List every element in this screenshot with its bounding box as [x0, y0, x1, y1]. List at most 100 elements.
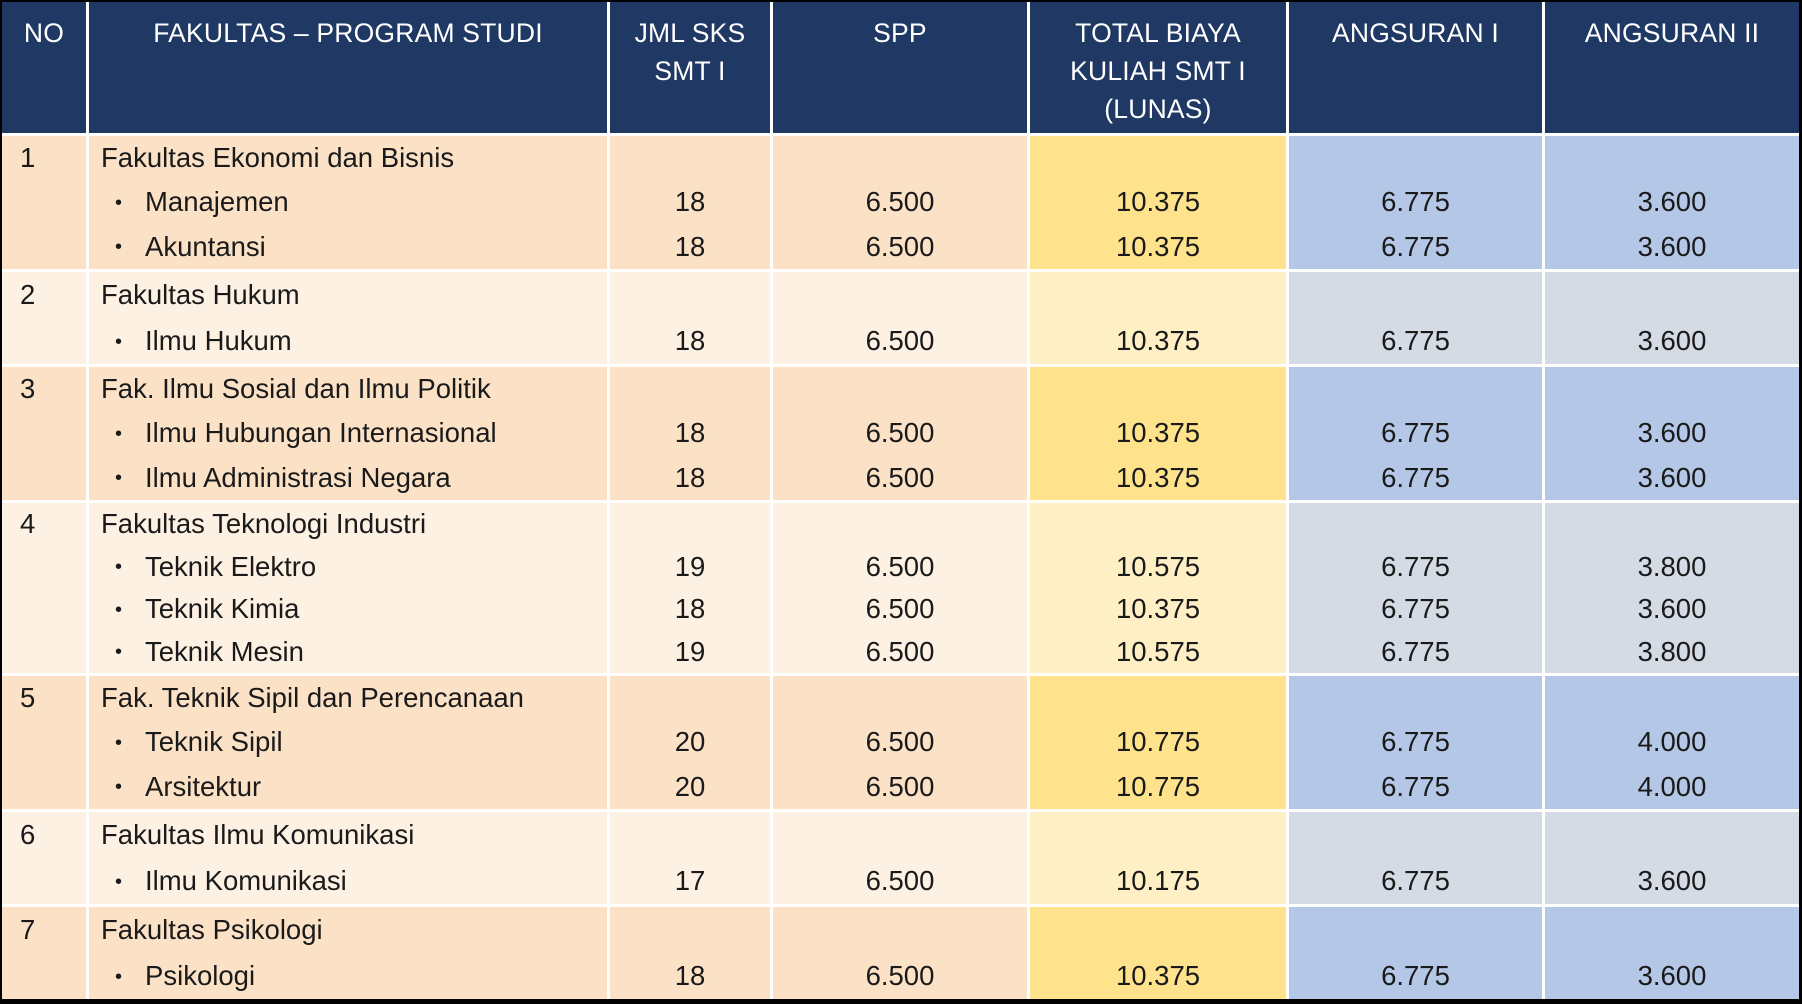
empty-line [1289, 136, 1542, 180]
angsuran1-cell: 6.775 [1289, 907, 1542, 999]
total-value: 10.375 [1115, 593, 1201, 625]
faculty-row: 5 Fak. Teknik Sipil dan Perencanaan • Tekni… [2, 676, 1799, 809]
bullet-icon: • [115, 236, 123, 259]
spp-cell: 6.500 6.500 6.500 [773, 503, 1027, 673]
empty-line [610, 367, 770, 411]
angsuran2-value: 4.000 [1637, 770, 1707, 802]
sks-value: 20 [674, 770, 706, 802]
spp-cell: 6.500 6.500 [773, 136, 1027, 269]
angsuran1-value: 6.775 [1381, 865, 1450, 896]
empty-line [1545, 272, 1799, 318]
empty-line [773, 272, 1027, 318]
spp-value: 6.500 [865, 770, 935, 802]
total-value: 10.775 [1115, 726, 1201, 758]
total-cell: 10.375 [1030, 907, 1286, 999]
empty-line [773, 367, 1027, 411]
angsuran1-value: 6.775 [1381, 417, 1450, 449]
program-item: • Teknik Sipil [89, 720, 607, 764]
faculty-cell: Fak. Ilmu Sosial dan Ilmu Politik • Ilmu H… [89, 367, 607, 500]
total-cell: 10.375 10.375 [1030, 136, 1286, 269]
empty-line [1289, 272, 1542, 318]
column-header-a1: ANGSURAN I [1289, 2, 1542, 133]
no-cell: 7 [2, 907, 86, 999]
empty-line [1289, 676, 1542, 720]
column-header-text: SPP [873, 18, 927, 48]
angsuran1-cell: 6.775 6.775 6.775 [1289, 503, 1542, 673]
angsuran2-value: 3.800 [1637, 550, 1707, 582]
sks-value: 18 [674, 325, 706, 356]
program-name: Akuntansi [145, 230, 266, 262]
total-cell: 10.775 10.775 [1030, 676, 1286, 809]
faculty-cell: Fakultas Hukum • Ilmu Hukum [89, 272, 607, 364]
column-header-text: SMT I [654, 56, 726, 86]
angsuran1-value: 6.775 [1381, 325, 1450, 356]
total-cell: 10.375 10.375 [1030, 367, 1286, 500]
empty-line [610, 136, 770, 180]
sks-value: 18 [674, 186, 706, 218]
angsuran2-cell: 3.600 [1545, 907, 1799, 999]
empty-line [610, 812, 770, 858]
row-number: 6 [20, 819, 36, 850]
angsuran2-value: 3.600 [1637, 865, 1707, 896]
sks-value: 18 [674, 461, 706, 493]
column-header-text: KULIAH SMT I [1070, 56, 1246, 86]
program-name: Teknik Kimia [145, 593, 300, 625]
angsuran2-value: 3.600 [1637, 417, 1707, 449]
no-cell: 5 [2, 676, 86, 809]
empty-line [610, 907, 770, 953]
bullet-icon: • [115, 641, 123, 664]
program-name: Manajemen [145, 186, 289, 218]
program-item: • Manajemen [89, 180, 607, 224]
angsuran1-value: 6.775 [1381, 461, 1450, 493]
angsuran1-value: 6.775 [1381, 593, 1450, 625]
total-cell: 10.575 10.375 10.575 [1030, 503, 1286, 673]
bullet-icon: • [115, 870, 123, 893]
row-number: 7 [20, 914, 36, 945]
angsuran2-cell: 4.000 4.000 [1545, 676, 1799, 809]
empty-line [1030, 136, 1286, 180]
angsuran2-cell: 3.600 3.600 [1545, 136, 1799, 269]
empty-line [773, 907, 1027, 953]
sks-value: 18 [674, 230, 706, 262]
faculty-row: 6 Fakultas Ilmu Komunikasi • Ilmu Komunikas… [2, 812, 1799, 904]
angsuran2-value: 3.600 [1637, 960, 1707, 991]
angsuran1-cell: 6.775 6.775 [1289, 136, 1542, 269]
faculty-row: 4 Fakultas Teknologi Industri • Teknik Elek… [2, 503, 1799, 673]
empty-line [773, 503, 1027, 546]
total-cell: 10.375 [1030, 272, 1286, 364]
row-number: 4 [20, 508, 36, 540]
angsuran2-cell: 3.800 3.600 3.800 [1545, 503, 1799, 673]
faculty-name: Fakultas Hukum [101, 279, 300, 310]
angsuran1-value: 6.775 [1381, 230, 1450, 262]
angsuran2-value: 3.800 [1637, 635, 1707, 667]
spp-value: 6.500 [865, 186, 935, 218]
bullet-icon: • [115, 330, 123, 353]
program-name: Arsitektur [145, 770, 262, 802]
column-header-text: ANGSURAN II [1584, 18, 1760, 48]
sks-value: 19 [674, 635, 706, 667]
angsuran1-value: 6.775 [1381, 726, 1450, 758]
faculty-cell: Fakultas Ilmu Komunikasi • Ilmu Komunikasi [89, 812, 607, 904]
faculty-name: Fakultas Psikologi [101, 914, 323, 945]
program-item: • Teknik Mesin [89, 631, 607, 674]
faculty-cell: Fakultas Ekonomi dan Bisnis • Manajemen • Ak… [89, 136, 607, 269]
column-header-no: NO [2, 2, 86, 133]
faculty-row: 3 Fak. Ilmu Sosial dan Ilmu Politik • Ilmu … [2, 367, 1799, 500]
empty-line [1545, 812, 1799, 858]
sks-cell: 17 [610, 812, 770, 904]
empty-line [1289, 812, 1542, 858]
spp-value: 6.500 [865, 593, 935, 625]
column-header-spp: SPP [773, 2, 1027, 133]
sks-cell: 18 18 [610, 136, 770, 269]
faculty-row: 1 Fakultas Ekonomi dan Bisnis • Manajemen • A… [2, 136, 1799, 269]
spp-cell: 6.500 6.500 [773, 676, 1027, 809]
empty-line [773, 812, 1027, 858]
spp-value: 6.500 [865, 230, 935, 262]
no-cell: 2 [2, 272, 86, 364]
program-name: Teknik Sipil [145, 726, 283, 758]
angsuran1-cell: 6.775 [1289, 812, 1542, 904]
empty-line [773, 136, 1027, 180]
program-item: • Ilmu Hukum [89, 318, 607, 364]
table-header: NO FAKULTAS – PROGRAM STUDI JML SKS SMT I SP… [2, 2, 1799, 133]
angsuran2-cell: 3.600 [1545, 272, 1799, 364]
